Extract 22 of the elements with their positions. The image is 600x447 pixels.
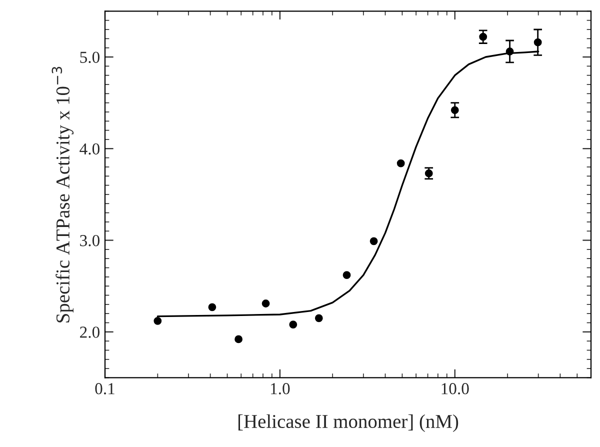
x-axis-title: [Helicase II monomer] (nM) xyxy=(238,414,458,432)
y-tick-label: 3.0 xyxy=(80,234,100,246)
point xyxy=(208,303,216,312)
point xyxy=(314,314,323,322)
point xyxy=(479,32,488,41)
y-axis-title: Specific ATPase Activity x 10$^{−3}$ xyxy=(52,66,74,322)
point xyxy=(262,300,270,308)
y-tick-label: 2.0 xyxy=(80,326,100,338)
y-tick-label: 5.0 xyxy=(80,52,100,64)
x-tick-label: 0.1 xyxy=(95,383,114,394)
point xyxy=(450,106,459,114)
x-tick-label: 10.0 xyxy=(442,383,469,394)
point xyxy=(234,335,243,344)
point xyxy=(534,38,542,46)
point xyxy=(370,237,378,246)
y-tick-label: 4.0 xyxy=(80,143,100,155)
point xyxy=(289,320,298,329)
x-tick-label: 1.0 xyxy=(270,383,290,394)
point xyxy=(396,159,405,168)
point xyxy=(342,271,351,280)
point xyxy=(506,48,514,56)
point xyxy=(424,169,433,178)
